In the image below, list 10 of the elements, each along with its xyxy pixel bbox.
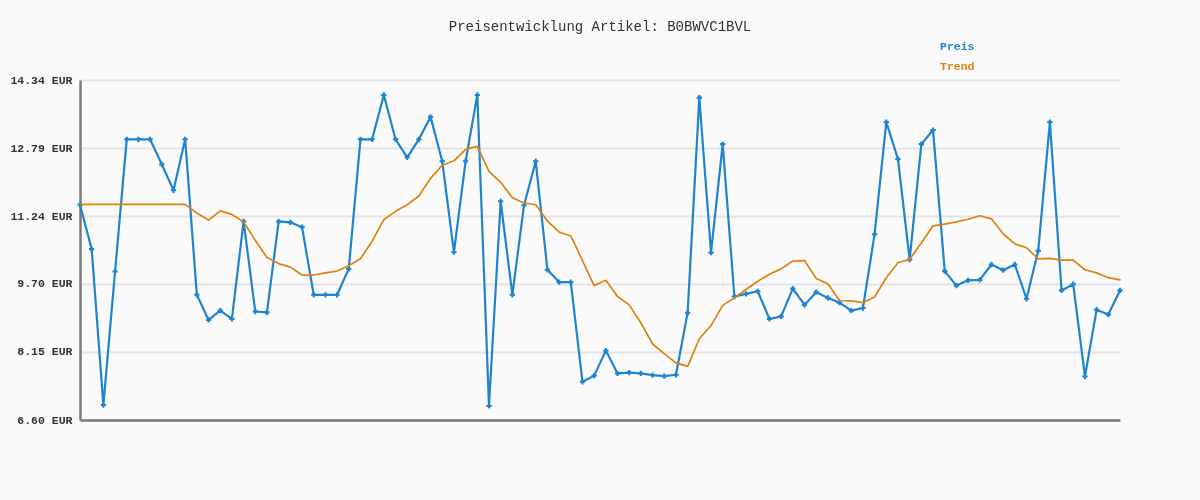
y-tick-label: 8.15 EUR	[17, 345, 73, 359]
y-tick-label: 9.70 EUR	[17, 277, 73, 291]
y-tick-label: 12.79 EUR	[10, 141, 73, 155]
chart-title: Preisentwicklung Artikel: B0BWVC1BVL	[448, 19, 752, 35]
y-tick-label: 6.60 EUR	[17, 413, 73, 427]
y-tick-label: 11.24 EUR	[10, 209, 73, 223]
y-tick-label: 14.34 EUR	[10, 73, 73, 87]
text: Preis	[940, 40, 975, 53]
text: Trend	[940, 60, 975, 73]
line-series	[79, 145, 1121, 368]
